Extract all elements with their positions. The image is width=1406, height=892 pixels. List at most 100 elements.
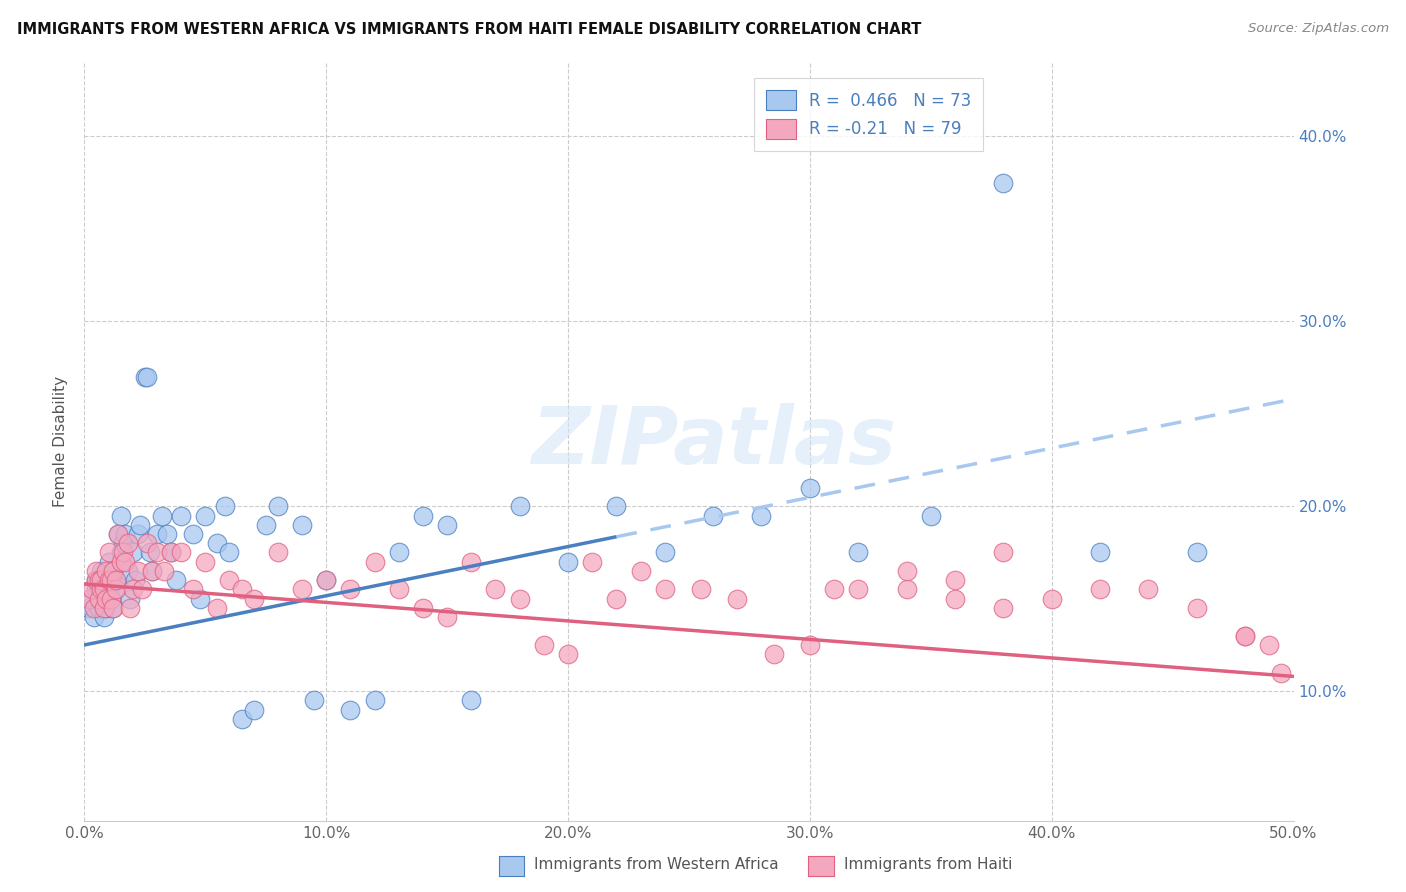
Point <box>1040 591 1063 606</box>
Point <box>1088 545 1111 559</box>
Point <box>751 508 773 523</box>
Point <box>94 591 117 606</box>
Point <box>315 573 337 587</box>
Point <box>93 601 115 615</box>
Point <box>291 517 314 532</box>
Point <box>94 601 117 615</box>
Text: Immigrants from Haiti: Immigrants from Haiti <box>844 857 1012 872</box>
Point <box>110 555 132 569</box>
Point <box>93 582 115 597</box>
Point <box>93 610 115 624</box>
Point <box>509 591 531 606</box>
Point <box>103 564 125 578</box>
Point <box>80 591 103 606</box>
Point <box>100 591 122 606</box>
Point <box>605 591 627 606</box>
Point <box>100 573 122 587</box>
Point <box>100 591 122 606</box>
Point <box>762 647 785 661</box>
Point <box>242 703 264 717</box>
Point <box>194 508 217 523</box>
Point <box>1185 545 1208 559</box>
Point <box>93 582 115 597</box>
Point <box>77 591 100 606</box>
Point <box>896 564 918 578</box>
Point <box>993 176 1015 190</box>
Point <box>86 582 108 597</box>
Point <box>690 582 713 597</box>
Point <box>129 517 152 532</box>
Point <box>112 536 135 550</box>
Point <box>103 601 125 615</box>
Text: Immigrants from Western Africa: Immigrants from Western Africa <box>534 857 779 872</box>
Point <box>214 500 236 514</box>
Point <box>104 582 127 597</box>
Legend: R =  0.466   N = 73, R = -0.21   N = 79: R = 0.466 N = 73, R = -0.21 N = 79 <box>754 78 983 151</box>
Point <box>131 582 153 597</box>
Point <box>86 573 108 587</box>
Point <box>194 555 217 569</box>
Point <box>103 564 125 578</box>
Point <box>654 582 676 597</box>
Point <box>80 582 103 597</box>
Point <box>218 545 240 559</box>
Point <box>339 582 361 597</box>
Point <box>134 369 156 384</box>
Point <box>114 527 136 541</box>
Point <box>94 564 117 578</box>
Point <box>363 555 385 569</box>
Point <box>87 582 110 597</box>
Point <box>127 564 149 578</box>
Point <box>1185 601 1208 615</box>
Point <box>896 582 918 597</box>
Point <box>103 601 125 615</box>
Point <box>1088 582 1111 597</box>
Point <box>86 564 108 578</box>
Point <box>315 573 337 587</box>
Point <box>90 582 112 597</box>
Point <box>509 500 531 514</box>
Point <box>117 536 139 550</box>
Point <box>702 508 724 523</box>
Point <box>1270 665 1292 680</box>
Point <box>160 545 183 559</box>
Point <box>363 693 385 707</box>
Point <box>104 573 127 587</box>
Point <box>97 545 120 559</box>
Point <box>110 508 132 523</box>
Point <box>823 582 845 597</box>
Y-axis label: Female Disability: Female Disability <box>53 376 69 508</box>
Point <box>120 591 142 606</box>
Point <box>302 693 325 707</box>
Point <box>388 545 411 559</box>
Point <box>83 601 105 615</box>
Point <box>181 527 204 541</box>
Point <box>94 573 117 587</box>
Point <box>153 564 176 578</box>
Point <box>141 564 163 578</box>
Point <box>799 638 821 652</box>
Point <box>1258 638 1281 652</box>
Point <box>170 508 193 523</box>
Point <box>146 527 169 541</box>
Point <box>124 573 146 587</box>
Point <box>136 369 159 384</box>
Point <box>581 555 603 569</box>
Point <box>77 601 100 615</box>
Point <box>150 508 173 523</box>
Point <box>104 582 127 597</box>
Point <box>412 601 434 615</box>
Point <box>436 610 458 624</box>
Point <box>190 591 212 606</box>
Text: ZIPatlas: ZIPatlas <box>530 402 896 481</box>
Point <box>943 573 966 587</box>
Point <box>110 545 132 559</box>
Point <box>127 527 149 541</box>
Point <box>165 573 187 587</box>
Point <box>121 582 143 597</box>
Point <box>725 591 748 606</box>
Point <box>90 591 112 606</box>
Point <box>846 582 869 597</box>
Point <box>630 564 652 578</box>
Point <box>267 545 290 559</box>
